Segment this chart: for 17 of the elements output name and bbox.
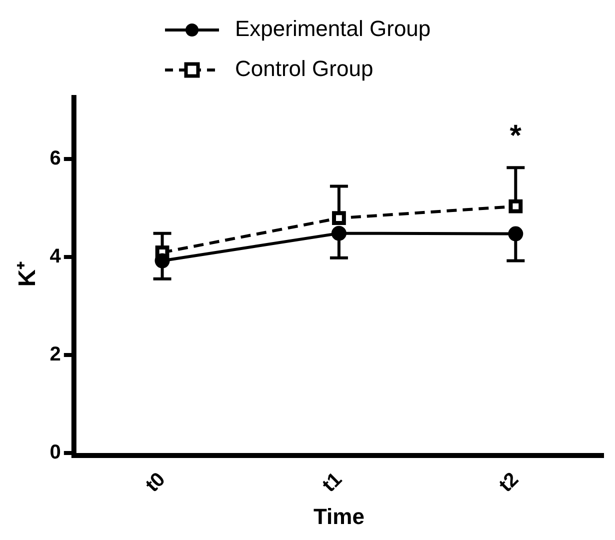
point xyxy=(331,226,346,241)
x-tick-label: t2 xyxy=(494,468,524,497)
y-axis-title: K⁺ xyxy=(14,261,42,287)
y-tick-label: 4 xyxy=(50,245,62,268)
point xyxy=(332,211,346,226)
y-tick-label: 0 xyxy=(50,442,61,464)
point xyxy=(154,253,170,268)
legend-label: Control Group xyxy=(235,56,374,82)
x-tick-label: t1 xyxy=(318,468,346,497)
annotation: * xyxy=(510,119,522,152)
x-axis-title: Time xyxy=(313,504,364,529)
y-tick-label: 2 xyxy=(50,343,61,366)
y-tick-label: 6 xyxy=(50,147,61,170)
x-tick-label: t0 xyxy=(142,468,170,497)
point xyxy=(508,226,524,242)
legend-label: Experimental Group xyxy=(235,16,431,42)
point xyxy=(508,199,523,214)
